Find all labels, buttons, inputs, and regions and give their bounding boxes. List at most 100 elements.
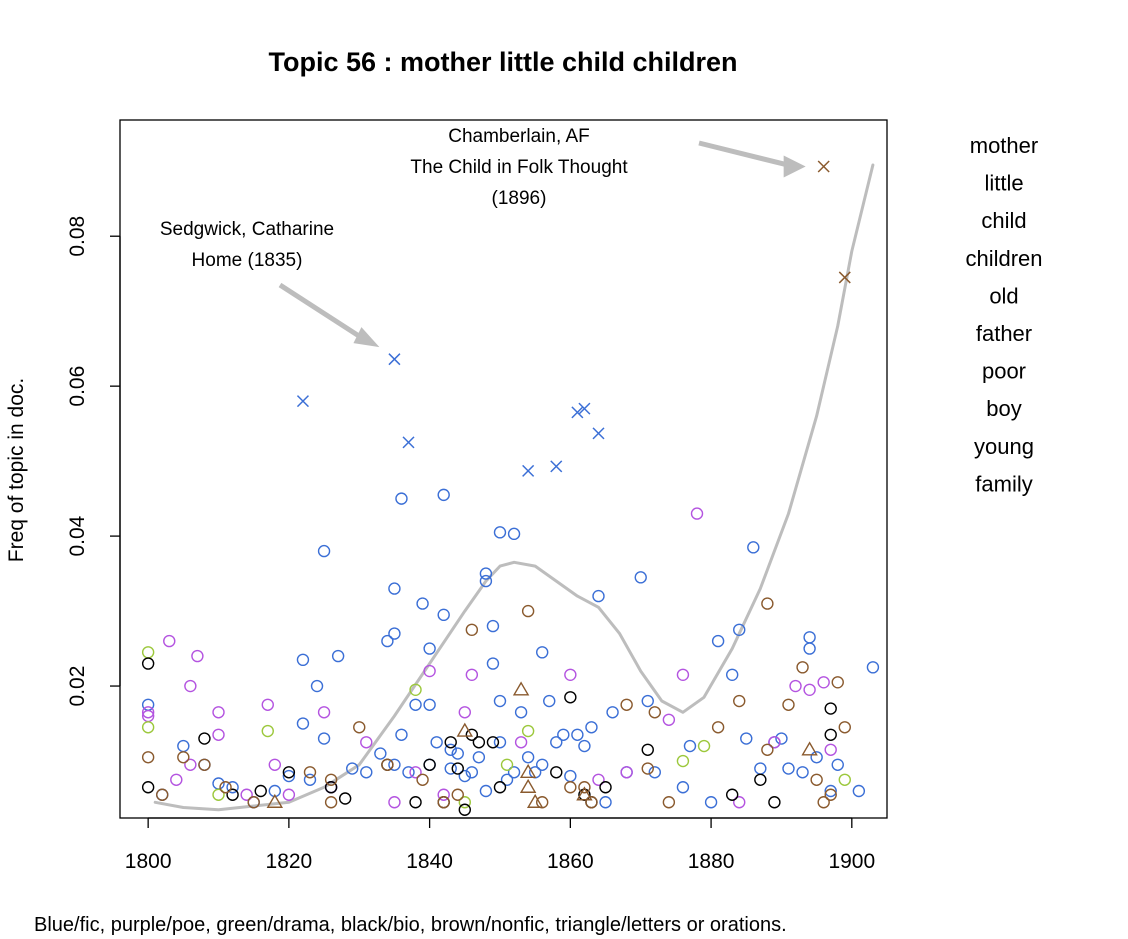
data-point-fic [550, 736, 563, 749]
data-point-nonfic [303, 766, 317, 779]
data-point-nonfic-triangle [456, 722, 474, 737]
data-point-fic [536, 758, 549, 771]
data-point-nonfic [733, 694, 746, 708]
data-point-bio [226, 788, 239, 801]
data-point-fic-x [571, 406, 584, 419]
x-tick-label: 1820 [266, 850, 313, 873]
data-point-fic [676, 781, 690, 794]
data-point-poe [676, 668, 690, 682]
data-point-nonfic [247, 796, 260, 809]
data-point-fic [374, 747, 387, 760]
data-point-poe [212, 728, 225, 741]
data-point-fic [536, 646, 549, 659]
data-point-bio [282, 766, 296, 779]
data-point-fic [740, 732, 753, 745]
data-point-nonfic [711, 721, 725, 734]
data-point-bio [754, 773, 767, 786]
data-point-fic [226, 781, 239, 794]
data-point-nonfic [824, 788, 837, 801]
data-point-fic [704, 796, 718, 809]
data-point-drama [838, 773, 851, 786]
data-point-poe [388, 796, 401, 809]
data-point-fic-x [402, 436, 415, 449]
data-point-poe [437, 788, 450, 801]
data-point-fic [472, 751, 486, 764]
data-point-fic [388, 627, 401, 640]
data-point-nonfic [641, 762, 654, 775]
data-point-poe [592, 773, 605, 786]
data-point-fic [388, 758, 401, 771]
data-point-poe [423, 664, 436, 678]
data-point-fic [803, 642, 816, 655]
annotation-sedgwick-text: Home (1835) [192, 250, 303, 271]
data-point-nonfic [141, 751, 155, 764]
data-point-fic [444, 743, 457, 756]
data-point-fic [641, 694, 654, 708]
data-point-nonfic-triangle [519, 763, 537, 778]
topic-word: father [976, 321, 1032, 346]
data-point-fic [852, 784, 866, 798]
data-point-fic [395, 492, 408, 505]
data-point-bio [493, 781, 507, 794]
y-axis-label: Freq of topic in doc. [5, 378, 28, 562]
data-point-fic [479, 574, 493, 588]
data-point-nonfic [782, 698, 795, 711]
data-point-fic [500, 773, 514, 786]
data-point-fic-x [578, 402, 591, 415]
data-point-nonfic [177, 751, 190, 764]
data-point-fic [599, 796, 612, 809]
data-point-poe [458, 706, 471, 719]
data-point-fic [711, 634, 725, 648]
data-point-nonfic [817, 796, 830, 809]
annotation-chamberlain-arrow [698, 140, 791, 168]
data-point-nonfic [796, 661, 809, 674]
topic-word: boy [986, 396, 1021, 421]
data-point-fic [754, 762, 767, 775]
data-point-fic [648, 766, 661, 779]
data-point-fic-x [522, 464, 535, 477]
data-point-fic [725, 668, 739, 682]
data-point-fic-x [296, 395, 309, 408]
data-point-fic [479, 567, 493, 580]
data-point-poe [817, 676, 830, 689]
data-point-fic-x [388, 353, 401, 366]
topic-word: child [981, 208, 1026, 233]
x-tick-label: 1880 [688, 850, 735, 873]
data-point-fic [310, 679, 324, 693]
data-point-bio [324, 781, 338, 794]
data-point-bio [641, 743, 654, 756]
data-point-fic-x [592, 427, 605, 440]
topic-word: young [974, 434, 1034, 459]
annotation-sedgwick-text: Sedgwick, Catharine [160, 219, 334, 240]
data-point-fic [346, 762, 359, 775]
data-point-bio [141, 657, 155, 670]
data-point-fic [395, 728, 408, 741]
data-point-poe [184, 679, 197, 693]
data-point-fic [423, 642, 436, 655]
data-point-nonfic [416, 773, 429, 786]
data-point-nonfic [521, 604, 535, 618]
annotation-chamberlain-text: The Child in Folk Thought [410, 157, 628, 178]
data-point-bio [141, 781, 155, 794]
topic-word: mother [970, 133, 1038, 158]
data-point-bio [824, 702, 837, 715]
data-point-fic [451, 747, 464, 760]
data-point-fic [296, 717, 310, 730]
data-point-nonfic [437, 796, 450, 809]
data-point-nonfic [761, 743, 774, 756]
data-point-fic [521, 751, 535, 764]
data-point-nonfic [219, 781, 232, 794]
x-tick-label: 1860 [547, 850, 594, 873]
data-point-fic [557, 728, 570, 741]
data-point-fic [507, 766, 521, 779]
data-point-bio [423, 758, 436, 771]
data-point-fic [430, 736, 443, 749]
data-point-fic [747, 541, 760, 554]
annotation-sedgwick-arrow [278, 282, 367, 343]
data-point-poe [733, 796, 746, 809]
data-point-nonfic-triangle [519, 778, 537, 793]
data-point-fic [831, 758, 844, 771]
y-tick-label: 0.04 [66, 515, 89, 556]
data-point-drama [521, 724, 535, 738]
